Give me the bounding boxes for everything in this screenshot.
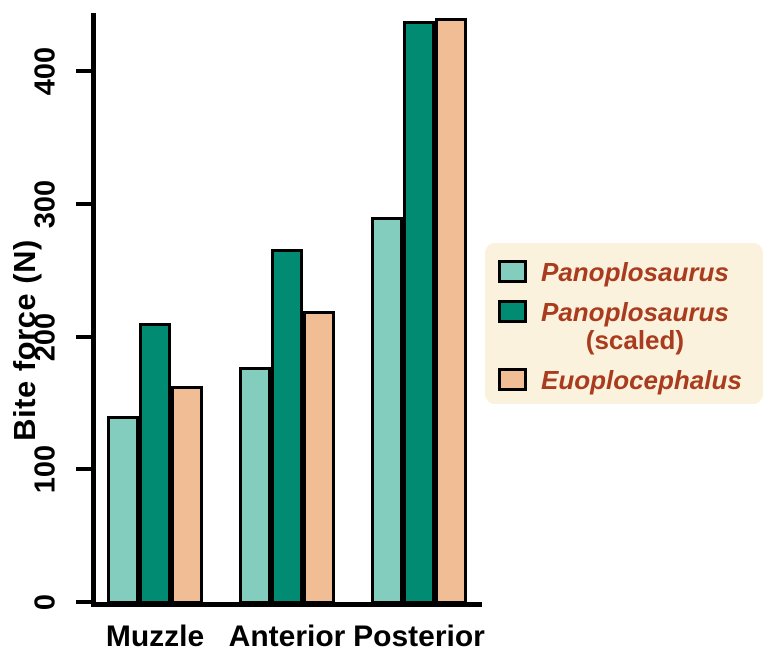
- bar-muzzle-panoplosaurus: [107, 416, 139, 604]
- legend-label: Panoplosaurus: [541, 257, 729, 287]
- legend-swatch-panoplosaurus: [498, 260, 527, 283]
- legend-item-panoplosaurus: Panoplosaurus: [498, 258, 753, 286]
- legend-swatch-euoplocephalus: [498, 367, 527, 391]
- y-tick-label-400: 400: [29, 46, 62, 96]
- bar-anterior-euoplocephalus: [303, 311, 335, 604]
- bar-muzzle-euoplocephalus: [171, 386, 203, 604]
- y-axis-line: [91, 13, 96, 607]
- bar-anterior-panoplosaurus: [239, 367, 271, 604]
- y-tick-label-0: 0: [29, 593, 62, 611]
- legend-item-panoplosaurus-scaled: Panoplosaurus (scaled): [498, 298, 753, 354]
- x-category-label-muzzle: Muzzle: [105, 620, 205, 653]
- y-tick-200: [76, 335, 91, 339]
- y-tick-100: [76, 467, 91, 471]
- legend-label-subline: (scaled): [585, 325, 685, 355]
- bar-posterior-panoplosaurus-scaled: [403, 21, 435, 604]
- y-tick-400: [76, 69, 91, 73]
- bar-muzzle-panoplosaurus-scaled: [139, 323, 171, 604]
- x-category-label-anterior: Anterior: [228, 620, 346, 653]
- y-tick-label-200: 200: [29, 312, 62, 362]
- bar-anterior-panoplosaurus-scaled: [271, 249, 303, 604]
- bar-posterior-panoplosaurus: [371, 217, 403, 604]
- x-axis-line: [91, 602, 482, 607]
- legend-item-euoplocephalus: Euoplocephalus: [498, 366, 753, 394]
- y-tick-label-100: 100: [29, 444, 62, 494]
- bar-posterior-euoplocephalus: [435, 18, 467, 604]
- y-tick-300: [76, 202, 91, 206]
- y-tick-label-300: 300: [29, 179, 62, 229]
- y-tick-0: [76, 600, 91, 604]
- legend-label: Euoplocephalus: [541, 364, 742, 395]
- legend-swatch-panoplosaurus-scaled: [498, 299, 527, 323]
- x-category-label-posterior: Posterior: [353, 620, 485, 653]
- legend: Panoplosaurus Panoplosaurus (scaled) Euoplo…: [485, 243, 763, 404]
- legend-label: Panoplosaurus (scaled): [541, 296, 729, 355]
